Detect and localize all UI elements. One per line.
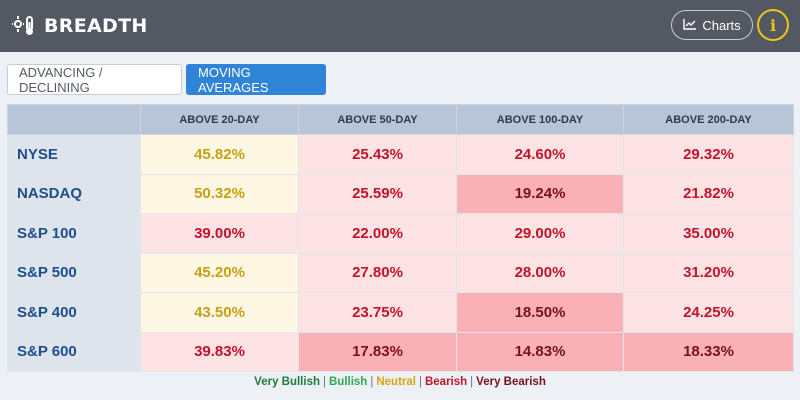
breadth-cell: 18.33% — [623, 331, 794, 372]
table-header-row: ABOVE 20-DAY ABOVE 50-DAY ABOVE 100-DAY … — [7, 104, 794, 135]
breadth-cell: 23.75% — [298, 292, 457, 333]
breadth-cell: 25.59% — [298, 173, 457, 214]
breadth-cell: 21.82% — [623, 173, 794, 214]
table-row: S&P 500 45.20% 27.80% 28.00% 31.20% — [7, 252, 794, 293]
charts-button[interactable]: Charts — [671, 10, 753, 40]
table-row: NYSE 45.82% 25.43% 24.60% 29.32% — [7, 134, 794, 175]
legend-bullish: Bullish — [329, 376, 368, 388]
table-row: NASDAQ 50.32% 25.59% 19.24% 21.82% — [7, 173, 794, 214]
breadth-cell: 28.00% — [456, 252, 624, 293]
charts-button-label: Charts — [702, 17, 741, 33]
table-row: S&P 100 39.00% 22.00% 29.00% 35.00% — [7, 213, 794, 254]
widget-title: BREADTH — [44, 15, 148, 37]
breadth-cell: 45.82% — [140, 134, 299, 175]
column-header: ABOVE 20-DAY — [140, 104, 299, 135]
legend: Very Bullish | Bullish | Neutral | Bearish | Ver… — [0, 376, 800, 388]
row-label: S&P 400 — [7, 292, 141, 333]
legend-bearish: Bearish — [424, 376, 468, 388]
thermometer-icon — [12, 16, 36, 36]
title-group: BREADTH — [12, 15, 148, 37]
legend-very-bullish: Very Bullish — [254, 376, 320, 388]
row-label: NASDAQ — [7, 173, 141, 214]
tab-moving-averages[interactable]: MOVING AVERAGES — [186, 64, 326, 95]
legend-neutral: Neutral — [376, 376, 416, 388]
breadth-panel: ADVANCING / DECLINING MOVING AVERAGES AB… — [0, 52, 800, 400]
legend-separator: | — [323, 376, 326, 388]
breadth-cell: 24.25% — [623, 292, 794, 333]
table-row: S&P 400 43.50% 23.75% 18.50% 24.25% — [7, 292, 794, 333]
tab-bar: ADVANCING / DECLINING MOVING AVERAGES — [7, 64, 326, 95]
column-header: ABOVE 100-DAY — [456, 104, 624, 135]
breadth-cell: 24.60% — [456, 134, 624, 175]
breadth-cell: 17.83% — [298, 331, 457, 372]
legend-separator: | — [370, 376, 374, 388]
breadth-cell: 35.00% — [623, 213, 794, 254]
info-icon[interactable]: i — [757, 9, 789, 41]
row-label: S&P 500 — [7, 252, 141, 293]
widget-header: BREADTH Charts i — [0, 0, 800, 52]
breadth-cell: 14.83% — [456, 331, 624, 372]
breadth-cell: 22.00% — [298, 213, 457, 254]
row-label: S&P 600 — [7, 331, 141, 372]
row-label: S&P 100 — [7, 213, 141, 254]
legend-separator: | — [470, 376, 474, 388]
tab-advancing-declining[interactable]: ADVANCING / DECLINING — [7, 64, 182, 95]
table-row: S&P 600 39.83% 17.83% 14.83% 18.33% — [7, 331, 794, 372]
breadth-cell: 39.83% — [140, 331, 299, 372]
column-header: ABOVE 50-DAY — [298, 104, 457, 135]
breadth-cell: 19.24% — [456, 173, 624, 214]
breadth-cell: 29.00% — [456, 213, 624, 254]
breadth-cell: 29.32% — [623, 134, 794, 175]
breadth-cell: 45.20% — [140, 252, 299, 293]
breadth-table: ABOVE 20-DAY ABOVE 50-DAY ABOVE 100-DAY … — [7, 104, 794, 372]
breadth-cell: 25.43% — [298, 134, 457, 175]
column-header: ABOVE 200-DAY — [623, 104, 794, 135]
legend-very-bearish: Very Bearish — [476, 376, 546, 388]
line-chart-icon — [683, 18, 702, 33]
info-button-label: i — [769, 15, 777, 35]
row-label: NYSE — [7, 134, 141, 175]
breadth-cell: 31.20% — [623, 252, 794, 293]
breadth-cell: 27.80% — [298, 252, 457, 293]
breadth-cell: 18.50% — [456, 292, 624, 333]
breadth-cell: 39.00% — [140, 213, 299, 254]
breadth-cell: 50.32% — [140, 173, 299, 214]
breadth-cell: 43.50% — [140, 292, 299, 333]
legend-separator: | — [418, 376, 422, 388]
table-corner — [7, 104, 141, 135]
